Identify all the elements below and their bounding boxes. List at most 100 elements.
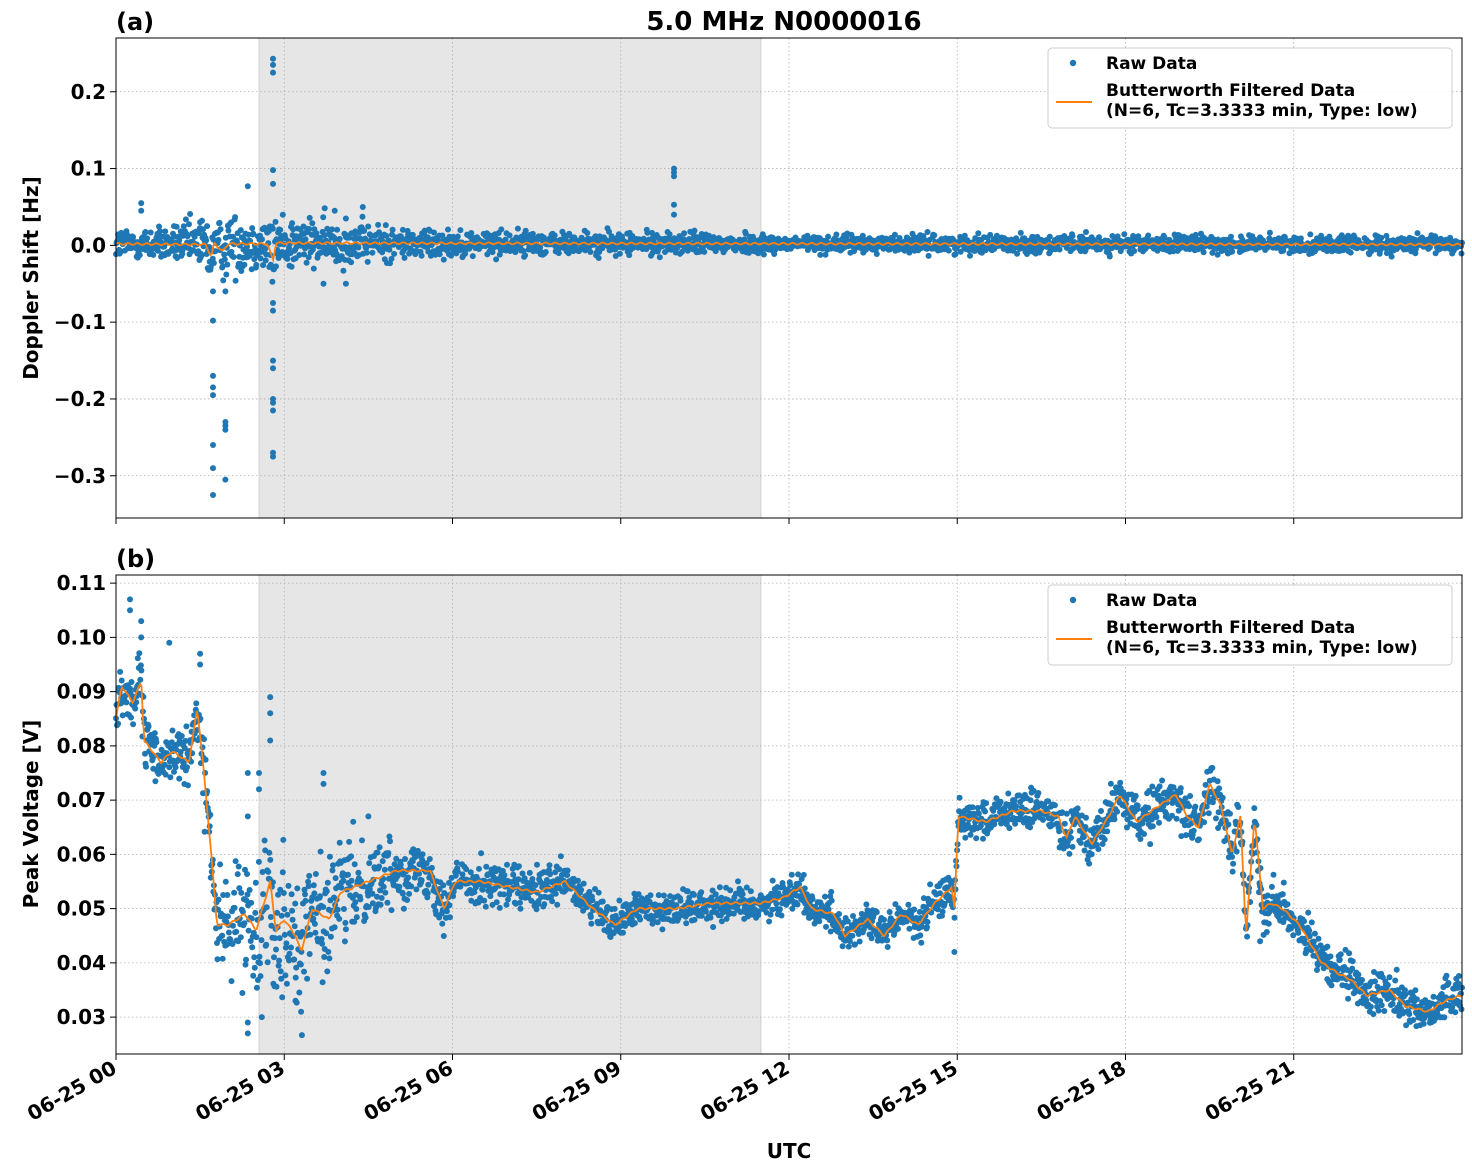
raw-data-point (1160, 803, 1167, 810)
raw-data-point (231, 904, 238, 911)
raw-data-point (1080, 834, 1087, 840)
raw-data-point (1117, 779, 1124, 786)
raw-data-point (1035, 790, 1042, 796)
raw-data-point (468, 230, 475, 236)
raw-data-point (789, 905, 796, 912)
raw-data-point (426, 856, 433, 862)
raw-data-point (351, 918, 358, 925)
raw-data-point (564, 867, 571, 874)
raw-data-point (260, 891, 267, 898)
y-tick-label: −0.3 (54, 464, 106, 488)
raw-data-point (321, 205, 328, 212)
raw-data-point (1059, 809, 1066, 816)
raw-data-point (306, 951, 313, 957)
raw-data-point (377, 887, 384, 894)
raw-data-point (616, 916, 623, 923)
raw-data-point (506, 232, 513, 239)
raw-data-point (1030, 787, 1037, 794)
raw-data-point (276, 957, 283, 964)
raw-data-point (279, 869, 286, 876)
raw-data-point (323, 888, 330, 895)
raw-data-point (892, 901, 899, 908)
raw-data-point (905, 901, 912, 908)
raw-data-point (800, 871, 807, 878)
raw-data-point (578, 886, 585, 893)
raw-data-point (325, 948, 332, 955)
raw-data-point (906, 249, 913, 256)
raw-data-point (327, 933, 334, 940)
raw-data-point (1229, 868, 1236, 875)
raw-data-point (288, 263, 295, 270)
raw-data-point (934, 906, 941, 913)
raw-data-point (436, 886, 443, 892)
panel-b-ylabel: Peak Voltage [V] (19, 720, 43, 909)
raw-data-point (778, 912, 785, 919)
raw-data-point (319, 979, 326, 986)
raw-data-point (182, 738, 189, 744)
raw-data-point (1135, 233, 1142, 240)
raw-data-point (1147, 841, 1154, 848)
raw-data-point (257, 973, 264, 980)
raw-data-outlier (359, 204, 366, 210)
raw-data-point (243, 897, 250, 904)
raw-data-point (382, 889, 389, 896)
raw-data-point (330, 862, 336, 869)
raw-data-point (776, 906, 783, 913)
raw-data-point (224, 261, 231, 268)
raw-data-point (413, 886, 420, 893)
raw-data-point (190, 247, 197, 254)
raw-data-point (975, 810, 982, 817)
raw-data-point (215, 236, 222, 243)
raw-data-point (1051, 802, 1058, 809)
raw-data-point (710, 924, 717, 930)
raw-data-point (296, 989, 303, 996)
raw-data-point (1086, 860, 1093, 867)
raw-data-point (493, 899, 500, 906)
raw-data-point (232, 214, 239, 221)
raw-data-point (707, 914, 714, 921)
raw-data-point (176, 775, 183, 782)
raw-data-point (1056, 246, 1063, 253)
raw-data-point (374, 893, 380, 900)
raw-data-point (207, 811, 214, 818)
raw-data-point (200, 226, 206, 233)
raw-data-point (404, 897, 411, 903)
raw-data-outlier (210, 442, 216, 448)
raw-data-point (355, 869, 362, 876)
raw-data-point (346, 234, 353, 241)
raw-data-point (626, 252, 633, 259)
raw-data-point (825, 233, 832, 240)
raw-data-point (123, 699, 130, 706)
raw-data-point (730, 910, 737, 917)
raw-data-point (257, 960, 263, 967)
raw-data-outlier (270, 357, 276, 364)
raw-data-point (219, 932, 226, 939)
raw-data-point (222, 878, 229, 885)
raw-data-point (679, 248, 686, 255)
raw-data-point (1209, 249, 1216, 256)
raw-data-point (353, 914, 360, 921)
raw-data-point (537, 244, 544, 251)
raw-data-point (204, 223, 211, 230)
raw-data-point (863, 901, 870, 908)
panel-a-label: (a) (116, 8, 154, 36)
raw-data-point (369, 249, 376, 256)
raw-data-point (716, 884, 723, 891)
raw-data-point (1095, 846, 1102, 853)
raw-data-point (660, 892, 667, 899)
raw-data-point (296, 252, 303, 258)
raw-data-point (482, 903, 489, 910)
raw-data-point (980, 835, 986, 842)
raw-data-point (280, 836, 287, 843)
raw-data-point (275, 255, 282, 261)
raw-data-point (289, 907, 296, 914)
raw-data-point (306, 214, 313, 221)
raw-data-point (1229, 248, 1236, 255)
raw-data-point (584, 230, 591, 236)
raw-data-point (245, 927, 252, 934)
raw-data-point (463, 866, 470, 873)
raw-data-point (1307, 231, 1314, 238)
raw-data-outlier (210, 465, 216, 472)
raw-data-point (522, 227, 529, 234)
raw-data-point (1027, 797, 1034, 804)
